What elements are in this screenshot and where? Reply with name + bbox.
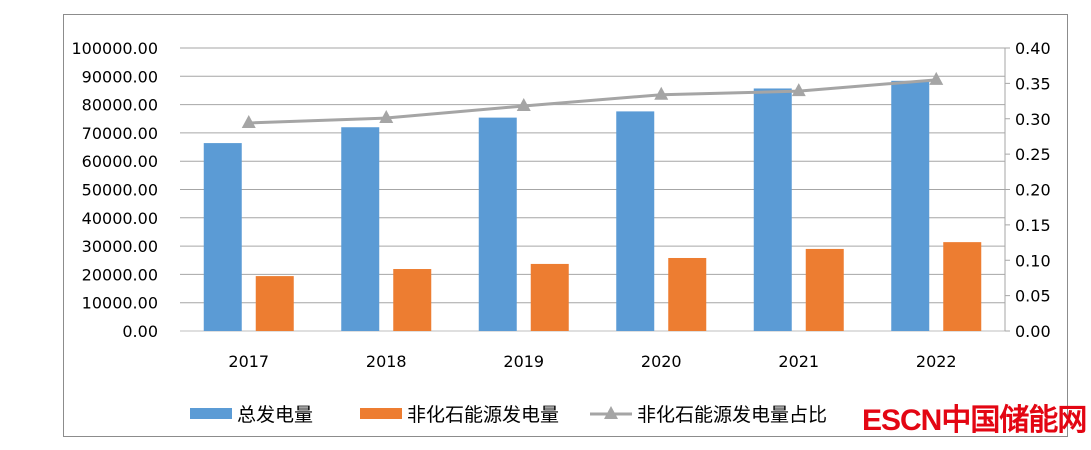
x-tick-label: 2020 xyxy=(641,352,682,371)
bar-total xyxy=(341,127,380,332)
bar-total xyxy=(753,88,792,332)
line-marker xyxy=(791,83,806,97)
bar-nonfossil xyxy=(393,269,432,331)
bar-total xyxy=(478,117,517,331)
right-tick-label: 0.40 xyxy=(1015,39,1051,58)
bar-total xyxy=(203,143,242,331)
line-marker xyxy=(516,98,531,112)
right-tick-label: 0.10 xyxy=(1015,251,1051,270)
left-tick-label: 30000.00 xyxy=(82,237,158,256)
line-marker xyxy=(929,71,944,85)
left-tick-label: 80000.00 xyxy=(82,96,158,115)
x-tick-label: 2017 xyxy=(228,352,269,371)
left-tick-label: 90000.00 xyxy=(82,67,158,86)
x-tick-label: 2021 xyxy=(778,352,819,371)
chart-frame xyxy=(63,14,1068,437)
legend-label: 总发电量 xyxy=(237,404,313,426)
right-tick-label: 0.30 xyxy=(1015,110,1051,129)
legend-label: 非化石能源发电量 xyxy=(407,404,559,426)
right-tick-label: 0.20 xyxy=(1015,181,1051,200)
left-tick-label: 40000.00 xyxy=(82,209,158,228)
bar-nonfossil xyxy=(668,257,707,331)
bar-total xyxy=(616,111,655,331)
left-tick-label: 10000.00 xyxy=(82,294,158,313)
bar-nonfossil xyxy=(805,248,844,331)
line-share xyxy=(248,78,937,125)
legend-swatch xyxy=(360,408,402,419)
left-tick-label: 70000.00 xyxy=(82,124,158,143)
bar-nonfossil xyxy=(255,276,294,331)
watermark-logo: ESCN中国储能网 xyxy=(862,404,1087,437)
left-tick-label: 50000.00 xyxy=(82,181,158,200)
legend-marker xyxy=(604,406,618,419)
bar-nonfossil xyxy=(530,263,569,331)
left-tick-label: 60000.00 xyxy=(82,152,158,171)
left-tick-label: 20000.00 xyxy=(82,265,158,284)
line-marker xyxy=(241,114,256,128)
legend-label: 非化石能源发电量占比 xyxy=(637,404,827,426)
right-tick-label: 0.15 xyxy=(1015,216,1051,235)
right-tick-label: 0.25 xyxy=(1015,145,1051,164)
legend-swatch xyxy=(190,408,232,419)
right-tick-label: 0.05 xyxy=(1015,287,1051,306)
right-tick-label: 0.00 xyxy=(1015,322,1051,341)
right-tick-label: 0.35 xyxy=(1015,74,1051,93)
x-tick-label: 2022 xyxy=(916,352,957,371)
left-tick-label: 0.00 xyxy=(122,322,158,341)
x-tick-label: 2018 xyxy=(366,352,407,371)
x-tick-label: 2019 xyxy=(503,352,544,371)
left-tick-label: 100000.00 xyxy=(71,39,158,58)
line-marker xyxy=(654,86,669,100)
line-marker xyxy=(379,110,394,124)
bar-total xyxy=(891,80,930,331)
bar-nonfossil xyxy=(943,242,982,331)
